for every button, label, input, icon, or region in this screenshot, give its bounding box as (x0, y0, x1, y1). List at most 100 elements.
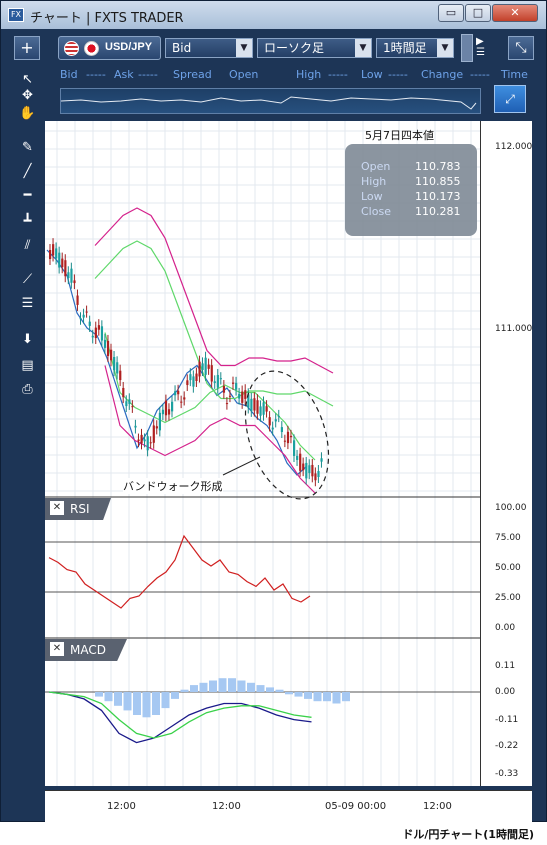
candle-body (103, 339, 107, 348)
moving-average-line (46, 249, 308, 476)
candle-body (137, 439, 140, 442)
camera-icon[interactable]: ⎙ (22, 382, 33, 397)
trendline-icon[interactable]: ╱ (23, 164, 32, 179)
quote-ask-label: Ask (114, 68, 134, 81)
drawing-tools-sidebar: ↖ ✥ ✋ ✎ ╱ ━ ┻ ⫽ ⟋ ☰ ⬇ ▤ ⎙ (14, 65, 41, 405)
quote-high-value: ----- (328, 68, 348, 81)
channel-icon[interactable]: ⫽ (24, 238, 31, 253)
hand-icon[interactable]: ✋ (19, 106, 36, 121)
vertical-line-icon[interactable]: ┻ (23, 214, 32, 229)
macd-histogram-bar (190, 685, 198, 692)
rsi-title: RSI (70, 502, 90, 516)
candle-body (268, 417, 271, 426)
candle-body (52, 244, 55, 256)
candle-body (232, 382, 235, 384)
candle-body (262, 402, 265, 415)
chart-area[interactable]: 5月7日四本値 Open 110.783 High 110.855 Low 11… (45, 121, 525, 790)
jp-flag-icon (84, 41, 99, 56)
quote-open-label: Open (229, 68, 259, 81)
horizontal-scrollbar[interactable] (45, 786, 532, 790)
toolbar-scroll-handle[interactable] (461, 34, 473, 62)
candle-body (186, 380, 189, 386)
pen-icon[interactable]: ✎ (22, 140, 33, 155)
macd-histogram-bar (256, 685, 265, 692)
macd-tick: 0.00 (495, 687, 516, 697)
crosshair-icon[interactable]: ✥ (22, 88, 33, 103)
candle-body (73, 280, 76, 284)
macd-histogram-bar (161, 692, 170, 709)
cursor-icon[interactable]: ↖ (22, 72, 33, 87)
candle-body (152, 425, 155, 443)
candle-body (283, 440, 287, 442)
overview-sparkline[interactable] (60, 88, 481, 114)
price-tick: 111.000 (495, 324, 533, 334)
macd-histogram-bar (95, 692, 103, 697)
candle-body (289, 435, 293, 438)
candle-body (155, 426, 158, 429)
candle-body (201, 363, 204, 371)
rsi-pane-header: ✕ RSI (45, 498, 111, 520)
time-tick: 12:00 (212, 801, 241, 812)
download-icon[interactable]: ⬇ (22, 332, 33, 347)
close-icon[interactable]: ✕ (50, 642, 64, 656)
quote-change-value: ----- (470, 68, 490, 81)
timeframe-dropdown[interactable]: 1時間足 ▼ (376, 38, 454, 58)
sparkline-svg (60, 96, 477, 110)
candle-body (247, 394, 250, 408)
fan-icon[interactable]: ⟋ (22, 272, 33, 287)
menu-icon[interactable]: ▶ ☰ (476, 36, 485, 58)
close-button[interactable]: ✕ (492, 4, 538, 22)
close-icon[interactable]: ✕ (50, 501, 64, 515)
candle-body (241, 391, 244, 403)
minimize-button[interactable]: ▭ (438, 4, 464, 22)
price-type-dropdown[interactable]: Bid ▼ (165, 38, 253, 58)
macd-line (48, 691, 312, 744)
symbol-selector[interactable]: USD/JPY (58, 36, 161, 60)
ohlc-high-label: High (361, 175, 387, 188)
candle-body (213, 381, 216, 383)
candle-body (61, 258, 64, 268)
candle-body (116, 362, 119, 374)
ohlc-panel: Open 110.783 High 110.855 Low 110.173 Cl… (345, 144, 477, 236)
us-flag-icon (64, 41, 79, 56)
fibonacci-icon[interactable]: ☰ (21, 296, 34, 311)
list-icon[interactable]: ▤ (21, 358, 34, 373)
maximize-button[interactable]: □ (465, 4, 491, 22)
candle-body (113, 356, 116, 371)
quote-bar: Bid ----- Ask ----- Spread Open High ---… (46, 65, 546, 83)
macd-histogram-bar (199, 682, 208, 692)
candle-body (225, 403, 229, 405)
macd-histogram-bar (218, 678, 227, 692)
candle-body (134, 425, 137, 428)
horizontal-line-icon[interactable]: ━ (23, 188, 32, 203)
candle-body (174, 391, 177, 396)
candle-body (70, 268, 73, 283)
right-scroll-strip[interactable] (532, 121, 545, 790)
candle-body (164, 400, 168, 416)
candle-body (131, 406, 134, 408)
candle-body (299, 453, 302, 471)
chart-type-dropdown[interactable]: ローソク足 ▼ (257, 38, 372, 58)
candle-body (167, 409, 171, 415)
macd-histogram-bar (275, 689, 284, 692)
candle-body (158, 412, 161, 431)
sigma1-lower-line (104, 332, 316, 461)
quote-ask-value: ----- (138, 68, 158, 81)
chart-toolbar: + USD/JPY Bid ▼ ローソク足 ▼ 1時間足 ▼ ▶ ☰ ⤡ (1, 29, 546, 65)
rsi-line (48, 534, 311, 609)
rsi-tick: 50.00 (495, 563, 521, 573)
candle-body (253, 398, 256, 411)
expand-button[interactable]: ⤡ (508, 36, 534, 60)
macd-histogram-bar (266, 687, 274, 692)
candle-body (259, 406, 262, 416)
symbol-label: USD/JPY (105, 41, 153, 53)
add-chart-button[interactable]: + (14, 36, 40, 60)
candle-body (58, 252, 61, 268)
sparkline-path (60, 96, 477, 110)
lower-band-line (104, 365, 316, 494)
zoom-button[interactable]: ⤢ (494, 85, 526, 113)
macd-histogram-bar (171, 692, 179, 699)
ohlc-close-value: 110.281 (415, 205, 461, 218)
candle-body (82, 314, 85, 318)
quote-time-label: Time (501, 68, 528, 81)
